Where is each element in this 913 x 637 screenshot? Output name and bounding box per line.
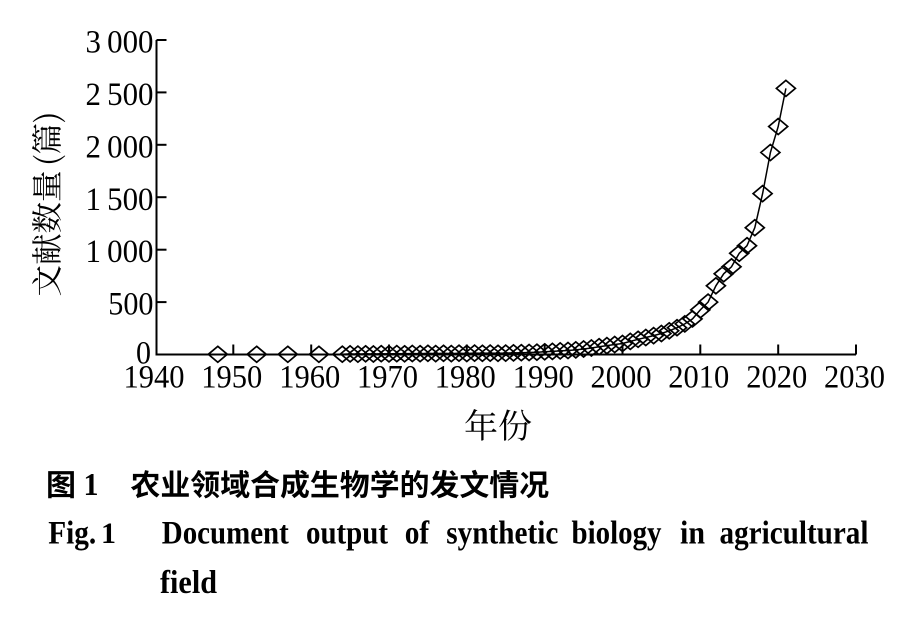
svg-text:2 000: 2 000: [86, 129, 154, 165]
svg-text:1980: 1980: [435, 360, 496, 396]
svg-text:1970: 1970: [357, 360, 418, 396]
svg-text:2010: 2010: [668, 360, 729, 396]
svg-text:1 000: 1 000: [86, 234, 154, 270]
svg-text:agricultural: agricultural: [720, 516, 869, 552]
svg-text:1: 1: [84, 466, 99, 502]
svg-text:1990: 1990: [513, 360, 574, 396]
svg-text:3 000: 3 000: [86, 25, 154, 61]
svg-text:in: in: [680, 516, 705, 552]
svg-text:biology: biology: [572, 516, 662, 552]
svg-text:output: output: [306, 516, 388, 552]
svg-text:0: 0: [136, 336, 151, 372]
svg-text:synthetic: synthetic: [446, 516, 558, 552]
svg-text:2 500: 2 500: [86, 77, 154, 113]
svg-text:1: 1: [101, 517, 116, 550]
svg-text:of: of: [405, 516, 430, 552]
svg-text:1950: 1950: [201, 360, 262, 396]
svg-text:2000: 2000: [591, 360, 652, 396]
svg-text:1960: 1960: [279, 360, 340, 396]
svg-text:Document: Document: [162, 516, 289, 552]
svg-text:2030: 2030: [824, 360, 885, 396]
svg-text:field: field: [160, 565, 217, 601]
svg-text:500: 500: [108, 287, 153, 323]
svg-text:1 500: 1 500: [86, 182, 154, 218]
svg-text:1940: 1940: [124, 360, 185, 396]
svg-text:Fig.: Fig.: [48, 516, 96, 552]
svg-text:2020: 2020: [746, 360, 807, 396]
